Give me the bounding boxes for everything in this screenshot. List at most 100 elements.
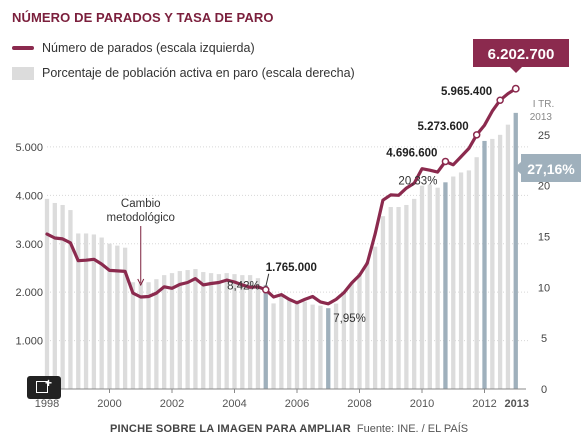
bar bbox=[435, 187, 440, 389]
bar bbox=[91, 234, 97, 389]
bar bbox=[240, 275, 245, 389]
bar bbox=[185, 270, 190, 389]
bar bbox=[68, 210, 73, 389]
chart-footer[interactable]: PINCHE SOBRE LA IMAGEN PARA AMPLIAR Fuent… bbox=[110, 423, 468, 435]
bar bbox=[474, 157, 479, 389]
bar bbox=[294, 300, 300, 389]
bar-data-label: 8,42% bbox=[227, 280, 260, 292]
bar bbox=[44, 198, 50, 389]
callout-bar-value: 27,16% bbox=[527, 161, 575, 177]
plus-icon: + bbox=[45, 376, 53, 390]
line-data-label: 5.965.400 bbox=[441, 86, 492, 98]
annotation-note: metodológico bbox=[107, 212, 175, 224]
right-tick-label: 15 bbox=[538, 232, 550, 244]
callout-box-line bbox=[473, 39, 569, 67]
bar bbox=[76, 233, 81, 389]
bar bbox=[412, 198, 417, 389]
right-tick-label: 20 bbox=[538, 181, 550, 193]
bar bbox=[130, 282, 136, 389]
bar bbox=[52, 202, 57, 389]
x-tick-label: 2006 bbox=[285, 398, 309, 410]
annotation-note: 2013 bbox=[530, 112, 553, 123]
legend-line-swatch bbox=[12, 46, 34, 50]
bar bbox=[115, 245, 120, 389]
bar bbox=[177, 271, 182, 389]
bar bbox=[216, 274, 222, 389]
x-tick-label: 2004 bbox=[222, 398, 246, 410]
expand-icon bbox=[36, 381, 48, 393]
bar bbox=[146, 282, 151, 389]
bar bbox=[247, 275, 253, 389]
right-tick-label: 5 bbox=[541, 333, 547, 345]
bar bbox=[388, 207, 393, 389]
bar bbox=[83, 233, 89, 389]
bar bbox=[482, 140, 487, 389]
bar bbox=[396, 207, 401, 389]
bar bbox=[99, 237, 104, 389]
bar bbox=[193, 269, 198, 389]
bar bbox=[169, 273, 175, 389]
bar bbox=[263, 285, 268, 389]
bar bbox=[232, 274, 237, 389]
enlarge-link[interactable]: PINCHE SOBRE LA IMAGEN PARA AMPLIAR bbox=[110, 423, 351, 435]
bar bbox=[443, 182, 448, 389]
bar bbox=[310, 304, 315, 389]
bar bbox=[138, 283, 143, 389]
bar bbox=[271, 303, 276, 389]
left-tick-label: 2.000 bbox=[15, 287, 43, 299]
line-data-label: 1.765.000 bbox=[266, 262, 317, 274]
line-marker bbox=[472, 131, 481, 139]
x-tick-label: 2002 bbox=[160, 398, 184, 410]
line-marker bbox=[511, 84, 520, 93]
bar bbox=[349, 283, 354, 389]
bar bbox=[505, 124, 511, 390]
left-tick-label: 3.000 bbox=[15, 239, 43, 251]
bar bbox=[279, 295, 284, 389]
bar bbox=[365, 261, 370, 389]
bar bbox=[333, 303, 339, 389]
bar bbox=[357, 273, 362, 389]
bar bbox=[451, 176, 456, 389]
annotation-note: I TR. bbox=[533, 99, 554, 110]
x-tick-label: 2012 bbox=[472, 398, 496, 410]
bar bbox=[404, 204, 409, 389]
x-tick-label: 2000 bbox=[97, 398, 121, 410]
callout-pointer bbox=[514, 162, 521, 174]
bar bbox=[201, 272, 206, 389]
x-tick-label: 2008 bbox=[347, 398, 371, 410]
bar bbox=[458, 172, 464, 389]
bar bbox=[224, 273, 229, 389]
legend-bar-swatch bbox=[12, 66, 34, 80]
right-tick-label: 10 bbox=[538, 282, 550, 294]
right-tick-label: 0 bbox=[541, 384, 547, 396]
line-data-label: 4.696.600 bbox=[386, 147, 437, 159]
x-tick-label: 2010 bbox=[410, 398, 434, 410]
bar bbox=[490, 138, 495, 389]
line-marker bbox=[262, 286, 270, 294]
legend-line-entry: Número de parados (escala izquierda) bbox=[12, 41, 255, 55]
bar bbox=[419, 185, 425, 389]
bar bbox=[122, 247, 128, 389]
line-marker bbox=[441, 157, 450, 166]
bar bbox=[60, 204, 65, 389]
callout-line-value: 6.202.700 bbox=[488, 46, 555, 63]
bar bbox=[302, 301, 307, 389]
bar bbox=[341, 291, 347, 389]
left-tick-label: 1.000 bbox=[15, 336, 43, 348]
legend-line-label: Número de parados (escala izquierda) bbox=[42, 41, 255, 55]
bar bbox=[326, 308, 331, 389]
legend-bar-entry: Porcentaje de población activa en paro (… bbox=[12, 66, 355, 80]
bar-data-label: 7,95% bbox=[333, 313, 366, 325]
x-tick-label-last: 2013 bbox=[505, 398, 529, 410]
bar bbox=[497, 134, 503, 389]
bar bbox=[372, 246, 378, 389]
expand-image-button[interactable]: + bbox=[27, 376, 61, 399]
bar bbox=[466, 170, 472, 389]
line-data-label: 5.273.600 bbox=[418, 121, 469, 133]
bar bbox=[107, 243, 112, 389]
left-tick-label: 4.000 bbox=[15, 190, 43, 202]
left-tick-label: 5.000 bbox=[15, 142, 43, 154]
bar bbox=[287, 298, 292, 389]
annotation-note: Cambio bbox=[121, 198, 161, 210]
